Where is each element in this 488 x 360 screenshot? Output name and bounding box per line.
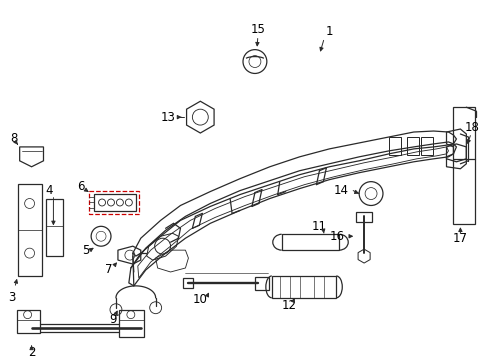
Text: 8: 8 [10, 132, 18, 145]
Text: 18: 18 [464, 121, 479, 134]
Text: 12: 12 [282, 299, 297, 312]
Text: 1: 1 [325, 25, 332, 38]
Text: 5: 5 [82, 244, 90, 257]
Text: 13: 13 [161, 111, 176, 123]
Text: 11: 11 [311, 220, 326, 233]
Text: 7: 7 [105, 264, 113, 276]
Text: 3: 3 [8, 291, 16, 304]
Bar [420, 137, 432, 155]
Bar [89, 190, 139, 215]
Text: 6: 6 [77, 180, 85, 193]
Bar [452, 107, 474, 224]
Text: 17: 17 [452, 232, 467, 245]
Bar [183, 278, 193, 288]
Bar [281, 234, 339, 250]
Text: 14: 14 [333, 184, 348, 197]
Text: 16: 16 [329, 230, 344, 243]
Bar [94, 194, 136, 211]
Text: 9: 9 [109, 313, 117, 326]
Bar [406, 137, 418, 155]
Bar [254, 277, 268, 290]
Text: 15: 15 [250, 23, 265, 36]
Text: 4: 4 [45, 184, 53, 197]
Bar [271, 276, 336, 298]
Bar [355, 212, 371, 222]
Text: 2: 2 [28, 346, 35, 359]
Bar [388, 137, 400, 155]
Text: 10: 10 [192, 293, 207, 306]
